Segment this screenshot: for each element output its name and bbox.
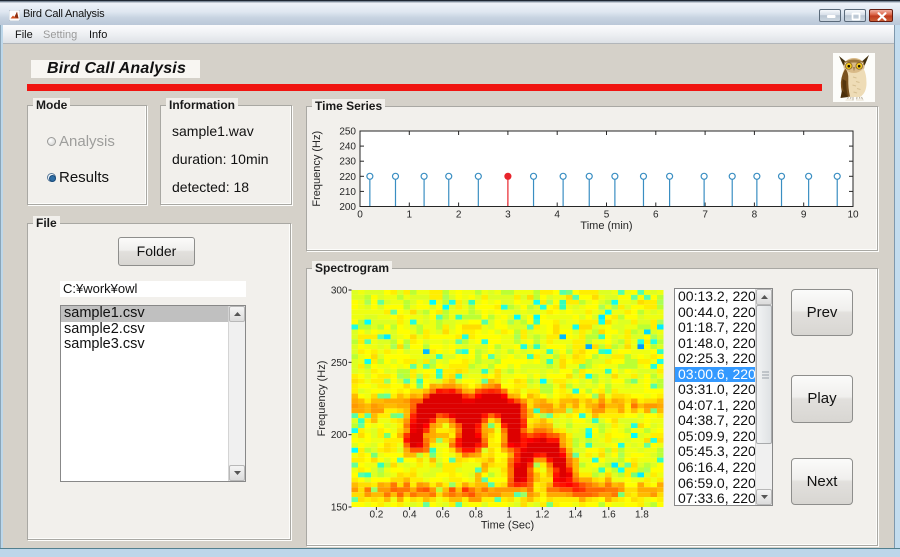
svg-text:4: 4	[554, 210, 560, 221]
svg-text:240: 240	[339, 142, 356, 153]
svg-text:1.8: 1.8	[635, 510, 649, 521]
svg-text:250: 250	[331, 358, 348, 369]
svg-text:Frequency (Hz): Frequency (Hz)	[311, 131, 323, 207]
svg-text:10: 10	[847, 210, 859, 221]
svg-text:0.4: 0.4	[403, 510, 417, 521]
svg-text:0: 0	[357, 210, 363, 221]
svg-text:0.2: 0.2	[369, 510, 383, 521]
svg-text:1.4: 1.4	[569, 510, 583, 521]
svg-text:200: 200	[339, 202, 356, 213]
svg-text:5: 5	[604, 210, 610, 221]
svg-text:1.2: 1.2	[535, 510, 549, 521]
svg-text:1: 1	[506, 510, 512, 521]
svg-text:1: 1	[407, 210, 413, 221]
svg-text:300: 300	[331, 286, 348, 297]
svg-text:0.8: 0.8	[469, 510, 483, 521]
svg-text:9: 9	[801, 210, 807, 221]
svg-text:6: 6	[653, 210, 659, 221]
svg-text:200: 200	[331, 430, 348, 441]
svg-text:8: 8	[752, 210, 758, 221]
svg-text:150: 150	[331, 503, 348, 514]
svg-text:Time (min): Time (min)	[580, 220, 632, 232]
svg-text:2: 2	[456, 210, 462, 221]
svg-text:0.6: 0.6	[436, 510, 450, 521]
svg-text:210: 210	[339, 187, 356, 198]
svg-text:1.6: 1.6	[602, 510, 616, 521]
svg-text:3: 3	[505, 210, 511, 221]
svg-text:Frequency (Hz): Frequency (Hz)	[316, 361, 328, 437]
svg-text:Time (Sec): Time (Sec)	[481, 520, 534, 532]
svg-text:220: 220	[339, 172, 356, 183]
svg-text:7: 7	[702, 210, 708, 221]
svg-text:250: 250	[339, 127, 356, 138]
svg-text:230: 230	[339, 157, 356, 168]
